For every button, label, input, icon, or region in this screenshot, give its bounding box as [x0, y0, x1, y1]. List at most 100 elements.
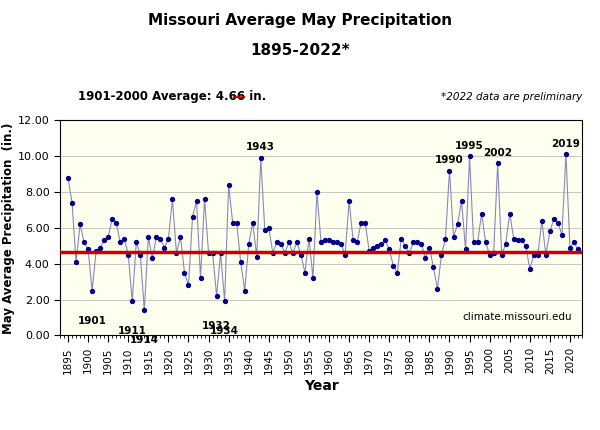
- Point: [501, 241, 511, 248]
- Point: [533, 251, 542, 258]
- Point: [88, 287, 97, 294]
- Point: [240, 287, 250, 294]
- Point: [573, 246, 583, 253]
- Point: [160, 244, 169, 251]
- Point: [541, 251, 551, 258]
- Point: [440, 235, 450, 242]
- Point: [164, 235, 173, 242]
- Point: [465, 153, 475, 160]
- Y-axis label: May Average Precipitation  (in.): May Average Precipitation (in.): [2, 122, 15, 334]
- Point: [344, 198, 354, 205]
- Point: [517, 237, 527, 244]
- Point: [477, 210, 487, 217]
- Text: —: —: [231, 90, 245, 104]
- Point: [404, 249, 414, 256]
- Point: [115, 239, 125, 246]
- Point: [549, 215, 559, 222]
- Text: 1901: 1901: [77, 316, 107, 326]
- Point: [445, 167, 454, 174]
- Point: [521, 243, 530, 249]
- Point: [388, 262, 398, 269]
- Point: [272, 239, 281, 246]
- Point: [320, 237, 330, 244]
- Point: [493, 160, 502, 167]
- Point: [112, 219, 121, 226]
- Point: [67, 200, 77, 206]
- Point: [461, 246, 470, 253]
- Point: [385, 246, 394, 253]
- Text: 1990: 1990: [435, 155, 464, 165]
- Point: [248, 219, 257, 226]
- Point: [148, 255, 157, 262]
- Point: [124, 251, 133, 258]
- Point: [457, 198, 466, 205]
- Point: [553, 219, 563, 226]
- Point: [425, 244, 434, 251]
- Point: [100, 237, 109, 244]
- Point: [421, 255, 430, 262]
- Point: [349, 237, 358, 244]
- Point: [380, 237, 390, 244]
- Point: [143, 233, 153, 240]
- Point: [95, 244, 105, 251]
- Text: Missouri Average May Precipitation: Missouri Average May Precipitation: [148, 13, 452, 28]
- Point: [308, 275, 318, 282]
- Point: [200, 196, 209, 203]
- Point: [453, 221, 463, 228]
- Point: [561, 151, 571, 158]
- Point: [364, 248, 374, 255]
- Point: [340, 251, 350, 258]
- X-axis label: Year: Year: [304, 379, 338, 393]
- Text: *2022 data are preliminary: *2022 data are preliminary: [440, 92, 582, 102]
- Point: [188, 214, 197, 221]
- Point: [268, 249, 278, 256]
- Point: [63, 174, 73, 181]
- Text: climate.missouri.edu: climate.missouri.edu: [462, 313, 572, 322]
- Text: 1895-2022*: 1895-2022*: [250, 43, 350, 58]
- Point: [184, 282, 193, 289]
- Point: [505, 210, 515, 217]
- Point: [192, 198, 202, 205]
- Point: [236, 258, 245, 265]
- Point: [529, 251, 539, 258]
- Point: [176, 233, 185, 240]
- Point: [136, 251, 145, 258]
- Point: [167, 196, 177, 203]
- Point: [416, 241, 426, 248]
- Point: [473, 239, 482, 246]
- Text: 1901-2000 Average: 4.66 in.: 1901-2000 Average: 4.66 in.: [78, 90, 266, 103]
- Point: [220, 298, 229, 305]
- Point: [361, 219, 370, 226]
- Point: [196, 275, 205, 282]
- Point: [131, 239, 141, 246]
- Point: [284, 239, 293, 246]
- Point: [376, 241, 386, 248]
- Point: [212, 292, 221, 299]
- Point: [232, 219, 241, 226]
- Point: [368, 244, 378, 251]
- Point: [513, 237, 523, 244]
- Point: [397, 235, 406, 242]
- Point: [545, 228, 554, 235]
- Point: [565, 244, 575, 251]
- Point: [332, 239, 342, 246]
- Point: [413, 239, 422, 246]
- Point: [352, 239, 362, 246]
- Text: 1995: 1995: [455, 141, 484, 150]
- Text: 1932: 1932: [202, 321, 231, 331]
- Point: [437, 251, 446, 258]
- Point: [256, 155, 266, 162]
- Point: [569, 239, 579, 246]
- Point: [208, 249, 217, 256]
- Text: 1911: 1911: [118, 326, 147, 336]
- Point: [119, 235, 129, 242]
- Point: [79, 239, 89, 246]
- Point: [292, 239, 302, 246]
- Point: [179, 269, 189, 276]
- Point: [356, 219, 366, 226]
- Point: [264, 224, 274, 231]
- Point: [392, 269, 402, 276]
- Point: [481, 239, 490, 246]
- Point: [172, 249, 181, 256]
- Point: [324, 237, 334, 244]
